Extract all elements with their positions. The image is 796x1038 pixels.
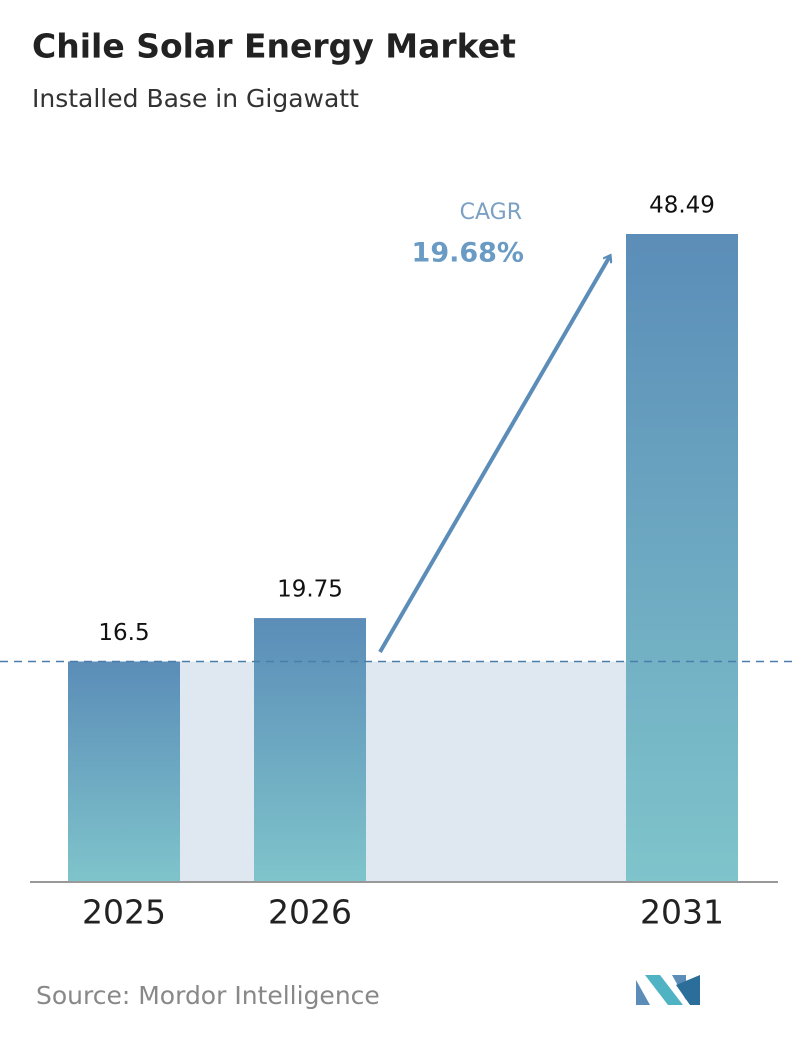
x-tick-label: 2025 — [82, 893, 166, 932]
cagr-label: CAGR — [460, 200, 522, 225]
value-label: 16.5 — [98, 620, 149, 646]
x-tick-label: 2031 — [640, 893, 724, 932]
chart-subtitle: Installed Base in Gigawatt — [32, 84, 359, 113]
bar — [254, 618, 366, 882]
source: Source: Mordor Intelligence — [36, 981, 380, 1010]
value-label: 48.49 — [649, 193, 715, 219]
bar — [68, 661, 180, 882]
x-tick-label: 2026 — [268, 893, 352, 932]
logo — [636, 975, 700, 1005]
plot-area: 16.5 2025 19.75 2026 48.49 2031 — [0, 193, 796, 932]
bar — [626, 234, 738, 882]
chart-title: Chile Solar Energy Market — [32, 27, 516, 66]
cagr-arrow — [378, 256, 610, 654]
reference-band — [180, 661, 626, 882]
cagr-value: 19.68% — [412, 238, 524, 269]
value-label: 19.75 — [277, 577, 343, 603]
